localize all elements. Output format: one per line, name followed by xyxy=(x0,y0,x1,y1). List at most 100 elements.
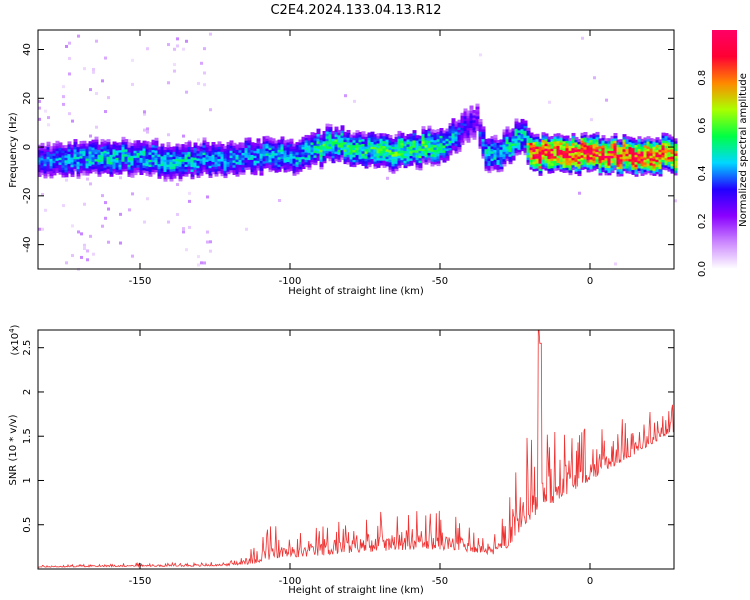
spectrogram-cell xyxy=(139,142,144,146)
spectrogram-cell xyxy=(589,141,594,145)
spectrogram-cell xyxy=(253,172,258,176)
spectrogram-cell xyxy=(295,146,300,150)
spectrogram-cell xyxy=(418,138,423,142)
spectrogram-cell xyxy=(223,145,228,149)
spectrogram-cell xyxy=(316,150,321,154)
spectrogram-cell xyxy=(607,138,612,142)
spectrogram-cell xyxy=(355,147,360,151)
spectrogram-cell xyxy=(232,162,237,166)
spectrogram-cell xyxy=(652,151,657,155)
spectrogram-cell xyxy=(115,152,120,156)
spectrogram-cell xyxy=(541,166,546,170)
spectrogram-cell xyxy=(469,120,474,124)
spectrogram-cell xyxy=(532,165,537,169)
spectrogram-cell xyxy=(592,162,597,166)
spectrogram-cell xyxy=(61,147,66,151)
spectrogram-cell xyxy=(157,166,162,170)
snr-x-label: Height of straight line (km) xyxy=(288,585,424,596)
spectrogram-cell xyxy=(166,154,171,158)
spectrogram-cell xyxy=(112,160,117,164)
spectrogram-cell xyxy=(391,170,396,174)
spectrogram-cell xyxy=(181,153,186,157)
spectrogram-cell xyxy=(143,220,146,224)
spectrogram-cell xyxy=(121,139,126,143)
spectrogram-cell xyxy=(52,165,57,169)
spectrogram-cell xyxy=(307,144,312,148)
spectrogram-cell xyxy=(568,138,573,142)
spectrogram-cell xyxy=(256,162,261,166)
spectrogram-cell xyxy=(70,149,75,153)
spectrogram-cell xyxy=(130,157,135,161)
spectrogram-cell xyxy=(673,160,678,164)
spectrogram-cell xyxy=(616,151,621,155)
spectrogram-cell xyxy=(223,148,228,152)
spectrogram-cell xyxy=(71,254,74,258)
spectrogram-cell xyxy=(229,150,234,154)
spectrogram-cell xyxy=(592,167,597,171)
spectrogram-cell xyxy=(151,139,156,143)
spectrogram-cell xyxy=(268,149,273,153)
spectrogram-cell xyxy=(175,150,180,154)
spectrogram-cell xyxy=(277,166,282,170)
spectrogram-cell xyxy=(574,161,579,165)
spectrogram-cell xyxy=(376,147,381,151)
spectrogram-cell xyxy=(574,153,579,157)
spectrogram-cell xyxy=(514,150,519,154)
spectrogram-cell xyxy=(496,142,501,146)
spectrogram-cell xyxy=(607,157,612,161)
spectrogram-cell xyxy=(628,168,633,172)
spectrogram-cell xyxy=(181,170,186,174)
spectrogram-cell xyxy=(535,165,540,169)
spectrogram-cell xyxy=(241,147,246,151)
spectrogram-cell xyxy=(370,156,375,160)
spectrogram-cell xyxy=(472,112,477,116)
spectrogram-cell xyxy=(136,152,141,156)
spectrogram-cell xyxy=(634,139,639,143)
spectrogram-cell xyxy=(334,126,339,130)
spectrogram-cell xyxy=(373,165,378,169)
spectrogram-cell xyxy=(664,137,669,141)
spectrogram-cell xyxy=(439,147,444,151)
spectrogram-cell xyxy=(403,157,408,161)
spectrogram-cell xyxy=(436,158,441,162)
spectrogram-cell xyxy=(394,163,399,167)
spectrogram-cell xyxy=(454,126,459,130)
spectrogram-cell xyxy=(187,146,192,150)
spectrogram-cell xyxy=(280,158,285,162)
spectrogram-cell xyxy=(61,150,66,154)
spectrogram-cell xyxy=(301,151,306,155)
spectrogram-cell xyxy=(112,151,117,155)
spectrogram-cell xyxy=(109,159,114,163)
spectrogram-cell xyxy=(619,163,624,167)
spectrogram-cell xyxy=(133,142,138,146)
spectrogram-cell xyxy=(487,143,492,147)
spectrogram-cell xyxy=(187,165,192,169)
spectrogram-cell xyxy=(553,143,558,147)
colorbar-tick-label: 0.6 xyxy=(697,118,708,134)
spectrogram-cell xyxy=(442,140,447,144)
spectrogram-cell xyxy=(493,159,498,163)
spectrogram-cell xyxy=(535,150,540,154)
spectrogram-cell xyxy=(373,163,378,167)
spectrogram-cell xyxy=(640,146,645,150)
spectrogram-cell xyxy=(556,162,561,166)
spectrogram-cell xyxy=(283,140,288,144)
spectrogram-cell xyxy=(583,132,588,136)
snr-y-ticks: 0.511.522.5 xyxy=(22,340,674,533)
spectrogram-cell xyxy=(349,163,354,167)
spectrogram-frame xyxy=(37,29,675,270)
spectrogram-cell xyxy=(151,151,156,155)
spectrogram-cell xyxy=(595,139,600,143)
spectrogram-cell xyxy=(538,163,543,167)
spectrogram-cell xyxy=(103,145,108,149)
spectrogram-cell xyxy=(307,149,312,153)
spectrogram-cell xyxy=(37,154,42,158)
spectrogram-cell xyxy=(496,152,501,156)
spectrogram-cell xyxy=(379,138,384,142)
spectrogram-cell xyxy=(613,167,618,171)
spectrogram-cell xyxy=(214,149,219,153)
spectrogram-cell xyxy=(541,137,546,141)
spectrogram-cell xyxy=(577,158,582,162)
spectrogram-cell xyxy=(196,153,201,157)
spectrogram-cell xyxy=(70,159,75,163)
